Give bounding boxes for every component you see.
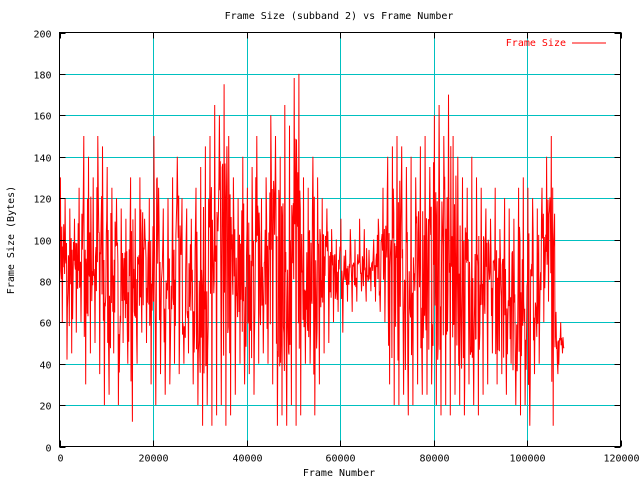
x-tick-label: 60000 xyxy=(325,454,355,465)
y-tick-label: 40 xyxy=(39,361,51,372)
chart-title: Frame Size (subband 2) vs Frame Number xyxy=(225,11,454,22)
legend-label-frame-size: Frame Size xyxy=(506,38,566,49)
y-tick-label: 140 xyxy=(33,154,51,165)
y-tick-label: 200 xyxy=(33,30,51,41)
x-tick-label: 80000 xyxy=(419,454,449,465)
series-frame-size xyxy=(59,73,565,426)
x-tick-label: 0 xyxy=(57,454,63,465)
y-tick-label: 100 xyxy=(33,237,51,248)
legend: Frame Size xyxy=(506,38,606,49)
y-tick-label: 20 xyxy=(39,402,51,413)
x-tick-label: 100000 xyxy=(509,454,545,465)
y-tick-label: 0 xyxy=(45,444,51,455)
y-tick-label: 180 xyxy=(33,71,51,82)
series-line-frame-size xyxy=(59,73,565,426)
y-tick-label: 80 xyxy=(39,278,51,289)
y-tick-label: 120 xyxy=(33,195,51,206)
grid xyxy=(59,32,621,447)
x-tick-label: 20000 xyxy=(138,454,168,465)
y-axis-label: Frame Size (Bytes) xyxy=(6,186,17,294)
axis-ticks: 0 20 40 60 80 100 120 140 160 180 200 0 20000 40000 60… xyxy=(33,30,639,465)
x-tick-label: 120000 xyxy=(603,454,639,465)
y-tick-label: 160 xyxy=(33,112,51,123)
y-tick-label: 60 xyxy=(39,319,51,330)
x-tick-label: 40000 xyxy=(232,454,262,465)
x-axis-label: Frame Number xyxy=(303,468,375,479)
